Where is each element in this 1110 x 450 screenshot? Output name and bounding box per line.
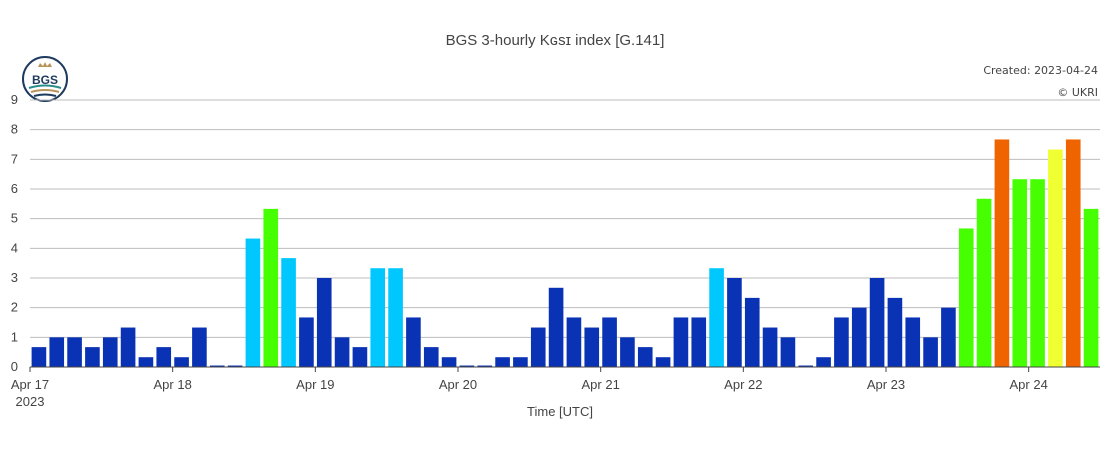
chart-title: BGS 3-hourly Kɢsɪ index [G.141] (445, 32, 665, 49)
kp-bar[interactable] (459, 365, 475, 367)
grid-lines (30, 99, 1100, 338)
kp-bar[interactable] (602, 317, 617, 367)
kp-bar[interactable] (869, 278, 885, 367)
x-tick-label: Apr 24 (1010, 377, 1048, 392)
kp-bar[interactable] (1083, 208, 1099, 367)
kp-bar[interactable] (655, 357, 671, 367)
kp-bar[interactable] (352, 347, 368, 367)
y-tick-label: 2 (11, 300, 18, 315)
y-tick-label: 6 (11, 181, 18, 196)
kp-bar[interactable] (1012, 179, 1028, 367)
logo-text: BGS (32, 73, 58, 87)
kp-bar[interactable] (156, 347, 172, 367)
kp-bar[interactable] (584, 327, 600, 367)
kp-bar[interactable] (1065, 139, 1081, 367)
kp-bar[interactable] (1048, 149, 1063, 367)
kp-bar[interactable] (851, 307, 867, 367)
y-tick-label: 1 (11, 329, 18, 344)
kp-bar[interactable] (85, 347, 100, 367)
x-tick-label: Apr 20 (439, 377, 477, 392)
bar-series (31, 139, 1099, 367)
kp-bar[interactable] (923, 337, 938, 367)
kp-bar[interactable] (263, 208, 279, 367)
kp-bar[interactable] (49, 337, 65, 367)
kp-bar[interactable] (423, 347, 439, 367)
kp-bar[interactable] (227, 365, 243, 367)
kp-bar[interactable] (67, 337, 82, 367)
y-tick-label: 8 (11, 122, 18, 137)
kp-bar[interactable] (941, 307, 956, 367)
kp-bar[interactable] (691, 317, 707, 367)
kp-bar[interactable] (780, 337, 796, 367)
x-tick-label: Apr 18 (154, 377, 192, 392)
kp-bar[interactable] (192, 327, 207, 367)
y-tick-label: 3 (11, 270, 18, 285)
kp-bar[interactable] (958, 228, 974, 367)
kp-bar[interactable] (798, 365, 814, 367)
kp-bar[interactable] (816, 357, 831, 367)
x-axis-label: Time [UTC] (527, 404, 593, 419)
kp-bar[interactable] (887, 297, 903, 367)
kp-bar[interactable] (762, 327, 778, 367)
kp-bar[interactable] (834, 317, 849, 367)
kp-bar[interactable] (299, 317, 314, 367)
created-date-text: Created: 2023-04-24 (983, 64, 1098, 77)
kp-bar[interactable] (281, 258, 296, 367)
kp-bar[interactable] (102, 337, 118, 367)
kp-bar[interactable] (744, 297, 760, 367)
kp-bar[interactable] (905, 317, 921, 367)
x-tick-label: Apr 19 (296, 377, 334, 392)
kp-bar[interactable] (637, 347, 653, 367)
kp-bar[interactable] (1030, 179, 1045, 367)
kp-bar[interactable] (245, 238, 261, 367)
kp-bar[interactable] (370, 268, 386, 367)
y-tick-label: 5 (11, 211, 18, 226)
y-tick-label: 0 (11, 359, 18, 374)
bgs-logo-icon: BGS (22, 56, 68, 102)
kp-bar[interactable] (120, 327, 136, 367)
kp-bar[interactable] (994, 139, 1010, 367)
kp-bar[interactable] (548, 287, 564, 367)
y-tick-label: 4 (11, 240, 18, 255)
x-tick-label: Apr 22 (724, 377, 762, 392)
kp-bar[interactable] (495, 357, 510, 367)
x-tick-label: Apr 17 (11, 377, 49, 392)
axes: 0 1 2 3 4 5 6 7 8 9 Apr 17 Apr 18 Apr 19 Apr 20 Apr 21… (11, 92, 1100, 409)
kp-bar[interactable] (530, 327, 546, 367)
x-tick-label: Apr 23 (867, 377, 905, 392)
kp-bar[interactable] (334, 337, 350, 367)
kp-bar[interactable] (209, 365, 225, 367)
kp-bar[interactable] (138, 357, 154, 367)
kp-bar[interactable] (477, 365, 493, 367)
kp-bar[interactable] (174, 357, 189, 367)
kp-bar[interactable] (727, 278, 742, 367)
x-tick-label: Apr 21 (582, 377, 620, 392)
kp-bar[interactable] (513, 357, 528, 367)
kp-bar[interactable] (620, 337, 635, 367)
copyright-text: © UKRI (1057, 86, 1098, 99)
kp-bar[interactable] (388, 268, 403, 367)
kp-bar[interactable] (566, 317, 582, 367)
x-tick-year-label: 2023 (16, 394, 45, 409)
y-tick-label: 9 (11, 92, 18, 107)
kp-bar[interactable] (406, 317, 421, 367)
kp-bar[interactable] (441, 357, 457, 367)
kp-bar[interactable] (31, 347, 47, 367)
y-tick-label: 7 (11, 151, 18, 166)
kp-bar[interactable] (673, 317, 689, 367)
kp-bar[interactable] (316, 278, 332, 367)
kp-bar[interactable] (976, 198, 992, 367)
kp-bar[interactable] (709, 268, 724, 367)
